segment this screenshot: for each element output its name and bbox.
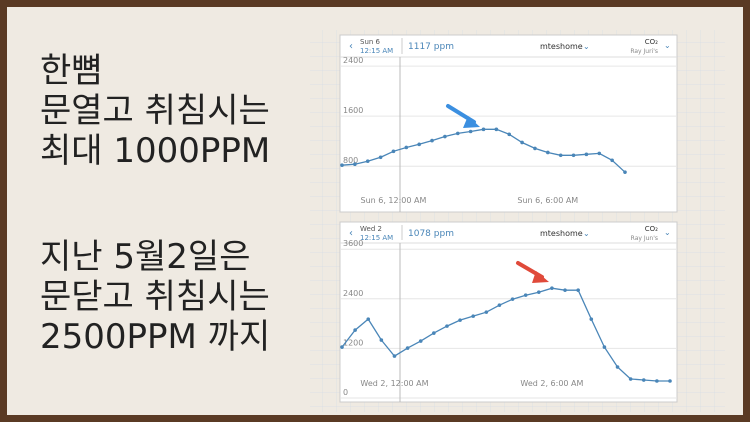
blue-arrow-head [463, 116, 480, 128]
point [404, 145, 409, 150]
point [589, 317, 594, 321]
header-location: mteshome [540, 229, 583, 238]
point [481, 127, 486, 132]
x-tick-label: Wed 2, 12:00 AM [360, 379, 428, 388]
point [537, 290, 541, 294]
point [455, 131, 460, 136]
point [571, 153, 576, 158]
header-owner: Ray Juri's [630, 48, 658, 55]
point [507, 132, 512, 137]
point [443, 134, 447, 139]
header-metric: CO₂ [645, 38, 658, 46]
point [378, 155, 383, 160]
x-tick-label: Sun 6, 6:00 AM [517, 196, 578, 205]
metric-chevron: ⌄ [664, 41, 671, 50]
panel-bg [339, 221, 678, 403]
point [418, 339, 423, 343]
slide-line: 한뼘 [40, 51, 103, 91]
point [576, 288, 580, 292]
header-reading: 1078 ppm [408, 229, 454, 239]
point [340, 345, 344, 349]
point [405, 346, 410, 350]
point [546, 150, 550, 155]
point [365, 159, 370, 164]
header-reading: 1117 ppm [408, 42, 454, 52]
point [445, 324, 449, 328]
y-tick-label: 3600 [343, 239, 363, 248]
y-tick-label: 1600 [343, 106, 363, 115]
slide-line: 문닫고 취침시는 [40, 277, 270, 317]
point [510, 297, 515, 301]
point [563, 288, 567, 292]
slide-line: 최대 1000PPM [40, 131, 270, 171]
point [602, 345, 607, 349]
y-tick-label: 2400 [343, 289, 363, 298]
point [615, 365, 620, 369]
point [550, 286, 554, 290]
point [533, 146, 537, 151]
y-tick-label: 2400 [343, 56, 363, 65]
x-tick-label: Wed 2, 6:00 AM [520, 379, 583, 388]
header-time: 12:15 AM [360, 234, 393, 242]
back-chevron: ‹ [349, 41, 353, 52]
point [468, 129, 473, 134]
point [497, 303, 502, 307]
point [623, 170, 627, 174]
point [628, 377, 633, 381]
header-location: mteshome [540, 42, 583, 51]
slide-line: 2500PPM 까지 [40, 317, 270, 357]
point [430, 138, 434, 143]
red-arrow-head [532, 271, 549, 283]
header-time: 12:15 AM [360, 47, 393, 55]
location-chevron: ⌄ [583, 229, 590, 238]
point [668, 379, 672, 383]
point [353, 162, 357, 167]
point [520, 140, 524, 145]
slide-line: 지난 5월2일은 [40, 237, 250, 277]
point [655, 379, 659, 383]
point [641, 378, 646, 382]
header-metric: CO₂ [645, 225, 658, 233]
point [610, 158, 614, 163]
back-chevron: ‹ [349, 228, 353, 239]
point [558, 153, 563, 158]
point [523, 293, 528, 297]
point [471, 314, 476, 318]
metric-chevron: ⌄ [664, 228, 671, 237]
header-date: Wed 2 [360, 225, 382, 233]
series-line [341, 287, 670, 382]
point [484, 310, 489, 314]
header-date: Sun 6 [360, 38, 381, 46]
y-tick-label: 1200 [343, 338, 363, 347]
location-chevron: ⌄ [583, 42, 590, 51]
panel-bg [339, 34, 678, 213]
arrows [446, 104, 549, 283]
slide-line: 문열고 취침시는 [40, 91, 270, 131]
y-tick-label: 0 [343, 388, 348, 397]
x-tick-label: Sun 6, 12:00 AM [360, 196, 426, 205]
point [597, 151, 602, 156]
point [340, 163, 344, 168]
point [391, 149, 396, 154]
point [584, 152, 589, 157]
y-tick-label: 800 [343, 156, 358, 165]
point [458, 318, 462, 322]
point [494, 127, 499, 132]
header-owner: Ray Jun's [631, 235, 658, 242]
point [379, 338, 384, 342]
point [353, 328, 357, 332]
point [417, 142, 421, 147]
point [432, 331, 436, 335]
point [392, 354, 397, 358]
point [366, 317, 371, 321]
